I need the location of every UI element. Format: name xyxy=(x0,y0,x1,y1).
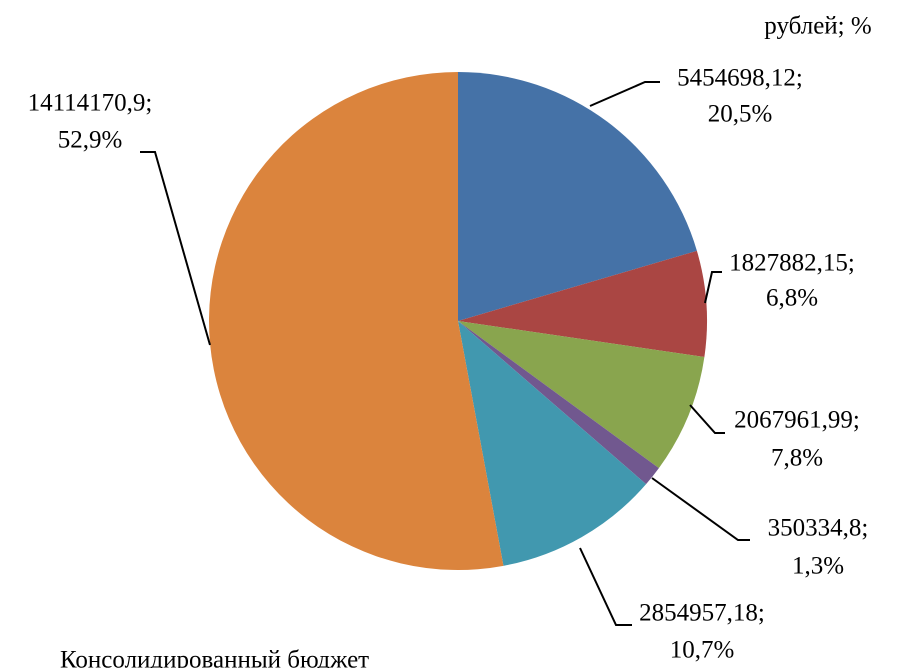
percent-label: 20,5% xyxy=(708,101,773,128)
value-label: 5454698,12; xyxy=(677,65,803,92)
leader-line xyxy=(579,547,632,626)
pie-slice xyxy=(458,321,705,469)
leader-line xyxy=(651,477,750,541)
pie-slice xyxy=(458,321,659,485)
percent-label: 52,9% xyxy=(58,127,123,154)
value-label: 14114170,9; xyxy=(28,90,153,117)
leader-line xyxy=(140,151,211,346)
percent-label: 10,7% xyxy=(670,637,735,664)
leader-line xyxy=(704,271,722,304)
leader-line xyxy=(589,81,660,107)
percent-label: 6,8% xyxy=(766,285,818,312)
value-label: 350334,8; xyxy=(768,515,869,542)
caption: Консолидированный бюджет xyxy=(60,647,369,668)
value-label: 2067961,99; xyxy=(734,407,860,434)
percent-label: 7,8% xyxy=(771,445,823,472)
pie-slice xyxy=(458,321,647,566)
pie-slice xyxy=(458,250,707,357)
value-label: 1827882,15; xyxy=(729,250,855,277)
value-label: 2854957,18; xyxy=(639,600,765,627)
percent-label: 1,3% xyxy=(792,553,844,580)
chart-title: рублей; % xyxy=(764,13,871,40)
leader-line xyxy=(689,404,725,434)
pie-slice xyxy=(209,72,504,570)
pie-slice xyxy=(458,72,697,321)
